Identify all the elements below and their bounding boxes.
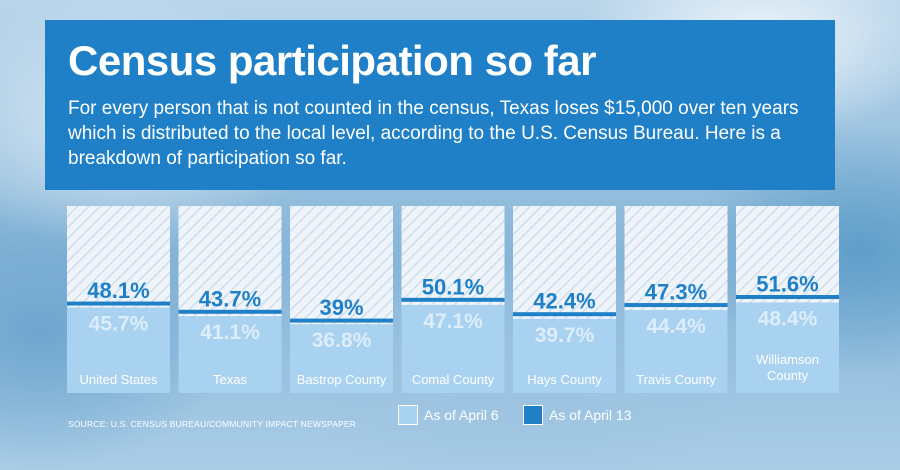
marker-april-13-bastrop-county: [290, 318, 393, 323]
category-label-hays-county: Hays County: [527, 372, 602, 387]
value-label-april-13-hays-county: 42.4%: [533, 289, 595, 314]
category-label-texas: Texas: [213, 372, 247, 387]
chart-title: Census participation so far: [68, 37, 596, 84]
category-label-williamson-county: Williamson: [756, 352, 819, 367]
marker-april-13-hays-county: [513, 312, 616, 317]
value-label-april-6-williamson-county: 48.4%: [758, 307, 818, 330]
value-label-april-13-texas: 43.7%: [199, 286, 261, 311]
legend-label-april-6: As of April 6: [424, 407, 499, 423]
legend-item-april-6: As of April 6: [398, 405, 499, 425]
marker-april-13-texas: [178, 309, 282, 314]
bar-april-6-texas: [178, 316, 282, 393]
bar-april-6-hays-county: [513, 318, 616, 393]
legend-swatch-april-13: [523, 405, 543, 425]
category-label-travis-county: Travis County: [636, 372, 716, 387]
bar-april-6-united-states: [67, 307, 170, 393]
bar-april-6-bastrop-county: [290, 324, 393, 393]
legend-label-april-13: As of April 13: [549, 407, 632, 423]
value-label-april-6-bastrop-county: 36.8%: [312, 329, 372, 352]
value-label-april-13-travis-county: 47.3%: [645, 280, 707, 305]
category-label-williamson-county: County: [767, 368, 809, 383]
value-label-april-13-williamson-county: 51.6%: [756, 272, 818, 297]
bar-april-6-comal-county: [401, 304, 505, 393]
value-label-april-6-comal-county: 47.1%: [423, 310, 483, 333]
category-label-united-states: United States: [79, 372, 158, 387]
category-label-bastrop-county: Bastrop County: [297, 372, 387, 387]
legend-item-april-13: As of April 13: [523, 405, 632, 425]
value-label-april-13-comal-county: 50.1%: [422, 274, 484, 299]
bar-april-6-williamson-county: [736, 302, 839, 393]
value-label-april-6-hays-county: 39.7%: [535, 324, 595, 347]
legend-swatch-april-6: [398, 405, 418, 425]
marker-april-13-comal-county: [401, 297, 505, 302]
marker-april-13-travis-county: [624, 303, 728, 308]
value-label-april-6-texas: 41.1%: [200, 321, 260, 344]
source-note: SOURCE: U.S. CENSUS BUREAU/COMMUNITY IMP…: [68, 419, 357, 429]
header-banner: [45, 20, 835, 190]
value-label-april-6-travis-county: 44.4%: [646, 315, 706, 338]
bar-april-6-travis-county: [624, 309, 728, 393]
marker-april-13-united-states: [67, 301, 170, 306]
marker-april-13-williamson-county: [736, 295, 839, 300]
category-label-comal-county: Comal County: [412, 372, 495, 387]
value-label-april-13-united-states: 48.1%: [87, 278, 149, 303]
value-label-april-13-bastrop-county: 39%: [319, 295, 363, 320]
value-label-april-6-united-states: 45.7%: [89, 313, 149, 336]
chart-subtitle: For every person that is not counted in …: [68, 98, 799, 169]
